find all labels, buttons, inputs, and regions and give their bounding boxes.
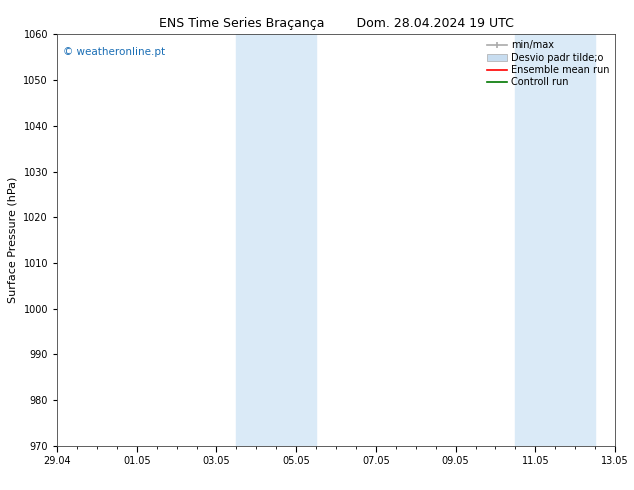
Legend: min/max, Desvio padr tilde;o, Ensemble mean run, Controll run: min/max, Desvio padr tilde;o, Ensemble m… — [483, 36, 613, 91]
Bar — [236, 34, 316, 446]
Title: ENS Time Series Braçança        Dom. 28.04.2024 19 UTC: ENS Time Series Braçança Dom. 28.04.2024… — [158, 17, 514, 30]
Bar — [515, 34, 595, 446]
Y-axis label: Surface Pressure (hPa): Surface Pressure (hPa) — [8, 177, 18, 303]
Text: © weatheronline.pt: © weatheronline.pt — [63, 47, 165, 57]
